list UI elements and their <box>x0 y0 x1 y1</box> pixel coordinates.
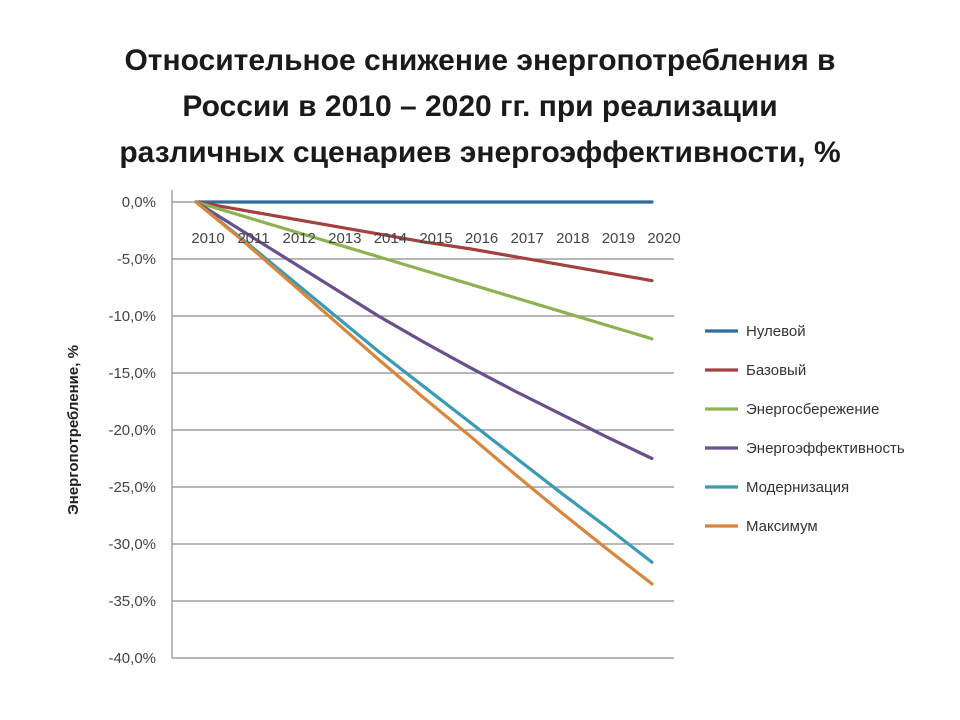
title-line-2: России в 2010 – 2020 гг. при реализации <box>182 90 778 123</box>
x-tick-label: 2020 <box>647 230 680 247</box>
y-tick-label: -20,0% <box>108 422 156 439</box>
x-tick-label: 2013 <box>328 230 361 247</box>
x-tick-label: 2014 <box>374 230 407 247</box>
x-tick-label: 2017 <box>511 230 544 247</box>
x-tick-label: 2015 <box>419 230 452 247</box>
legend-label: Энергоэффективность <box>746 440 905 457</box>
legend-label: Базовый <box>746 362 806 379</box>
x-tick-label: 2012 <box>283 230 316 247</box>
y-tick-label: -25,0% <box>108 479 156 496</box>
legend-label: Энергосбережение <box>746 401 879 418</box>
y-axis: 0,0% -5,0% -10,0% -15,0% -20,0% -25,0% -30,0% -… <box>108 190 173 667</box>
x-tick-label: 2016 <box>465 230 498 247</box>
title-line-1: Относительное снижение энергопотребления… <box>124 44 836 77</box>
series-line <box>194 200 654 461</box>
legend-label: Модернизация <box>746 479 849 496</box>
y-tick-label: -40,0% <box>108 650 156 667</box>
y-tick-label: 0,0% <box>122 194 156 211</box>
y-tick-label: -10,0% <box>108 308 156 325</box>
y-tick-label: -5,0% <box>117 251 156 268</box>
series-line <box>194 200 654 283</box>
series-lines <box>194 200 654 586</box>
legend-label: Максимум <box>746 518 818 535</box>
series-line <box>194 200 654 586</box>
series-line <box>194 200 654 564</box>
chart-title: Относительное снижение энергопотребления… <box>40 38 920 176</box>
series-line <box>194 200 654 341</box>
title-line-3: различных сценариев энергоэффективности,… <box>119 136 841 169</box>
y-axis-label: Энергопотребление, % <box>65 345 82 515</box>
legend: Нулевой Базовый Энергосбережение Энергоэффе… <box>705 323 905 535</box>
x-axis-labels: 2010 2011 2012 2013 2014 2015 2016 2017 2018 2019… <box>191 230 680 247</box>
x-tick-label: 2010 <box>191 230 224 247</box>
y-tick-label: -35,0% <box>108 593 156 610</box>
x-tick-label: 2011 <box>237 230 269 247</box>
x-tick-label: 2019 <box>602 230 635 247</box>
y-tick-label: -30,0% <box>108 536 156 553</box>
y-tick-label: -15,0% <box>108 365 156 382</box>
x-tick-label: 2018 <box>556 230 589 247</box>
legend-label: Нулевой <box>746 323 806 340</box>
